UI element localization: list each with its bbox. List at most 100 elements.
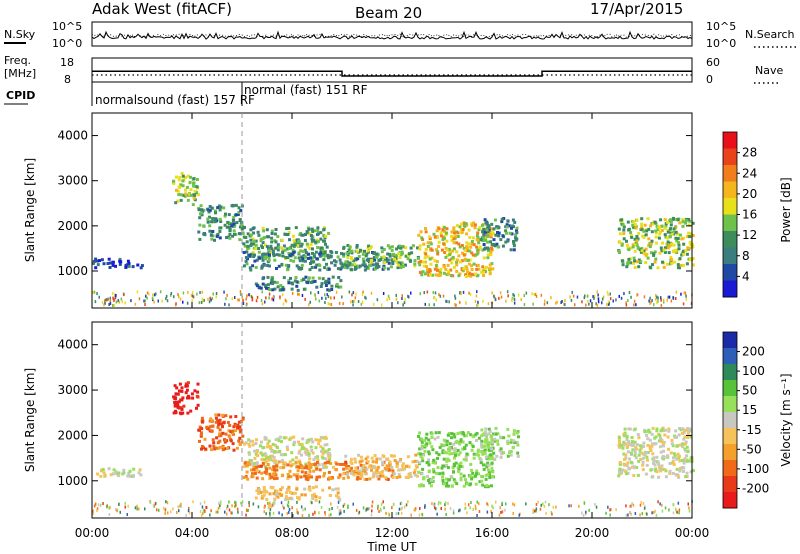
echo-cell xyxy=(636,260,639,263)
echo-cell xyxy=(322,228,325,231)
echo-cell xyxy=(315,251,318,254)
echo-cell xyxy=(399,247,402,250)
echo-cell xyxy=(679,234,682,237)
clutter-cell xyxy=(536,507,538,510)
echo-cell xyxy=(310,243,313,246)
echo-cell xyxy=(178,186,181,189)
echo-cell xyxy=(233,223,236,226)
echo-cell xyxy=(346,264,349,267)
power-colorbar-swatch xyxy=(723,182,737,199)
echo-cell xyxy=(512,240,515,243)
clutter-cell xyxy=(676,511,678,514)
echo-cell xyxy=(450,432,453,435)
clutter-cell xyxy=(192,291,194,294)
echo-cell xyxy=(444,256,447,259)
echo-cell xyxy=(513,221,516,224)
echo-cell xyxy=(481,484,484,487)
echo-cell xyxy=(663,266,666,269)
clutter-cell xyxy=(383,506,385,509)
echo-cell xyxy=(436,253,439,256)
clutter-cell xyxy=(453,512,455,515)
echo-cell xyxy=(180,199,183,202)
echo-cell xyxy=(434,236,437,239)
echo-cell xyxy=(345,467,348,470)
echo-cell xyxy=(641,249,644,252)
echo-cell xyxy=(410,251,413,254)
echo-cell xyxy=(268,440,271,443)
echo-cell xyxy=(337,267,340,270)
clutter-cell xyxy=(207,298,209,301)
echo-cell xyxy=(266,264,269,267)
clutter-cell xyxy=(435,291,437,294)
echo-cell xyxy=(407,476,410,479)
echo-cell xyxy=(232,219,235,222)
echo-cell xyxy=(669,462,672,465)
echo-cell xyxy=(301,470,304,473)
echo-cell xyxy=(300,465,303,468)
echo-cell xyxy=(200,204,203,207)
clutter-cell xyxy=(673,297,675,300)
clutter-cell xyxy=(246,294,248,297)
echo-cell xyxy=(661,428,664,431)
clutter-cell xyxy=(459,291,461,294)
clutter-cell xyxy=(521,298,523,301)
clutter-cell xyxy=(396,512,398,515)
clutter-cell xyxy=(296,501,298,504)
echo-cell xyxy=(299,268,302,271)
freq-panel-frame xyxy=(92,58,692,82)
echo-cell xyxy=(308,453,311,456)
echo-cell xyxy=(247,232,250,235)
power-colorbar-label: Power [dB] xyxy=(779,177,793,242)
clutter-cell xyxy=(350,300,352,303)
clutter-cell xyxy=(137,290,139,293)
echo-cell xyxy=(109,266,112,269)
clutter-cell xyxy=(147,291,149,294)
clutter-cell xyxy=(560,301,562,304)
clutter-cell xyxy=(551,513,553,516)
echo-cell xyxy=(281,239,284,242)
echo-cell xyxy=(281,486,284,489)
clutter-cell xyxy=(377,298,379,301)
echo-cell xyxy=(492,452,495,455)
echo-cell xyxy=(397,252,400,255)
echo-cell xyxy=(276,281,279,284)
echo-cell xyxy=(448,259,451,262)
echo-cell xyxy=(651,240,654,243)
echo-cell xyxy=(253,240,256,243)
echo-cell xyxy=(393,258,396,261)
clutter-cell xyxy=(656,514,658,517)
echo-cell xyxy=(463,475,466,478)
clutter-cell xyxy=(661,504,663,507)
echo-cell xyxy=(462,228,465,231)
echo-cell xyxy=(432,459,435,462)
echo-cell xyxy=(271,278,274,281)
echo-cell xyxy=(447,466,450,469)
echo-cell xyxy=(257,234,260,237)
echo-cell xyxy=(383,266,386,269)
echo-cell xyxy=(346,252,349,255)
echo-cell xyxy=(677,453,680,456)
clutter-cell xyxy=(108,303,110,306)
echo-cell xyxy=(671,439,674,442)
clutter-cell xyxy=(650,301,652,304)
echo-cell xyxy=(312,277,315,280)
clutter-cell xyxy=(545,512,547,515)
echo-cell xyxy=(642,461,645,464)
echo-cell xyxy=(475,246,478,249)
clutter-cell xyxy=(200,510,202,513)
echo-cell xyxy=(631,224,634,227)
echo-cell xyxy=(630,461,633,464)
echo-cell xyxy=(325,263,328,266)
echo-cell xyxy=(476,231,479,234)
clutter-cell xyxy=(635,303,637,306)
echo-cell xyxy=(418,248,421,251)
clutter-cell xyxy=(224,511,226,514)
echo-cell xyxy=(515,239,518,242)
echo-cell xyxy=(472,254,475,257)
echo-cell xyxy=(281,288,284,291)
clutter-cell xyxy=(553,506,555,509)
velocity-colorbar-tick-label: -50 xyxy=(742,442,762,456)
echo-cell xyxy=(450,436,453,439)
echo-cell xyxy=(229,228,232,231)
echo-cell xyxy=(200,208,203,211)
